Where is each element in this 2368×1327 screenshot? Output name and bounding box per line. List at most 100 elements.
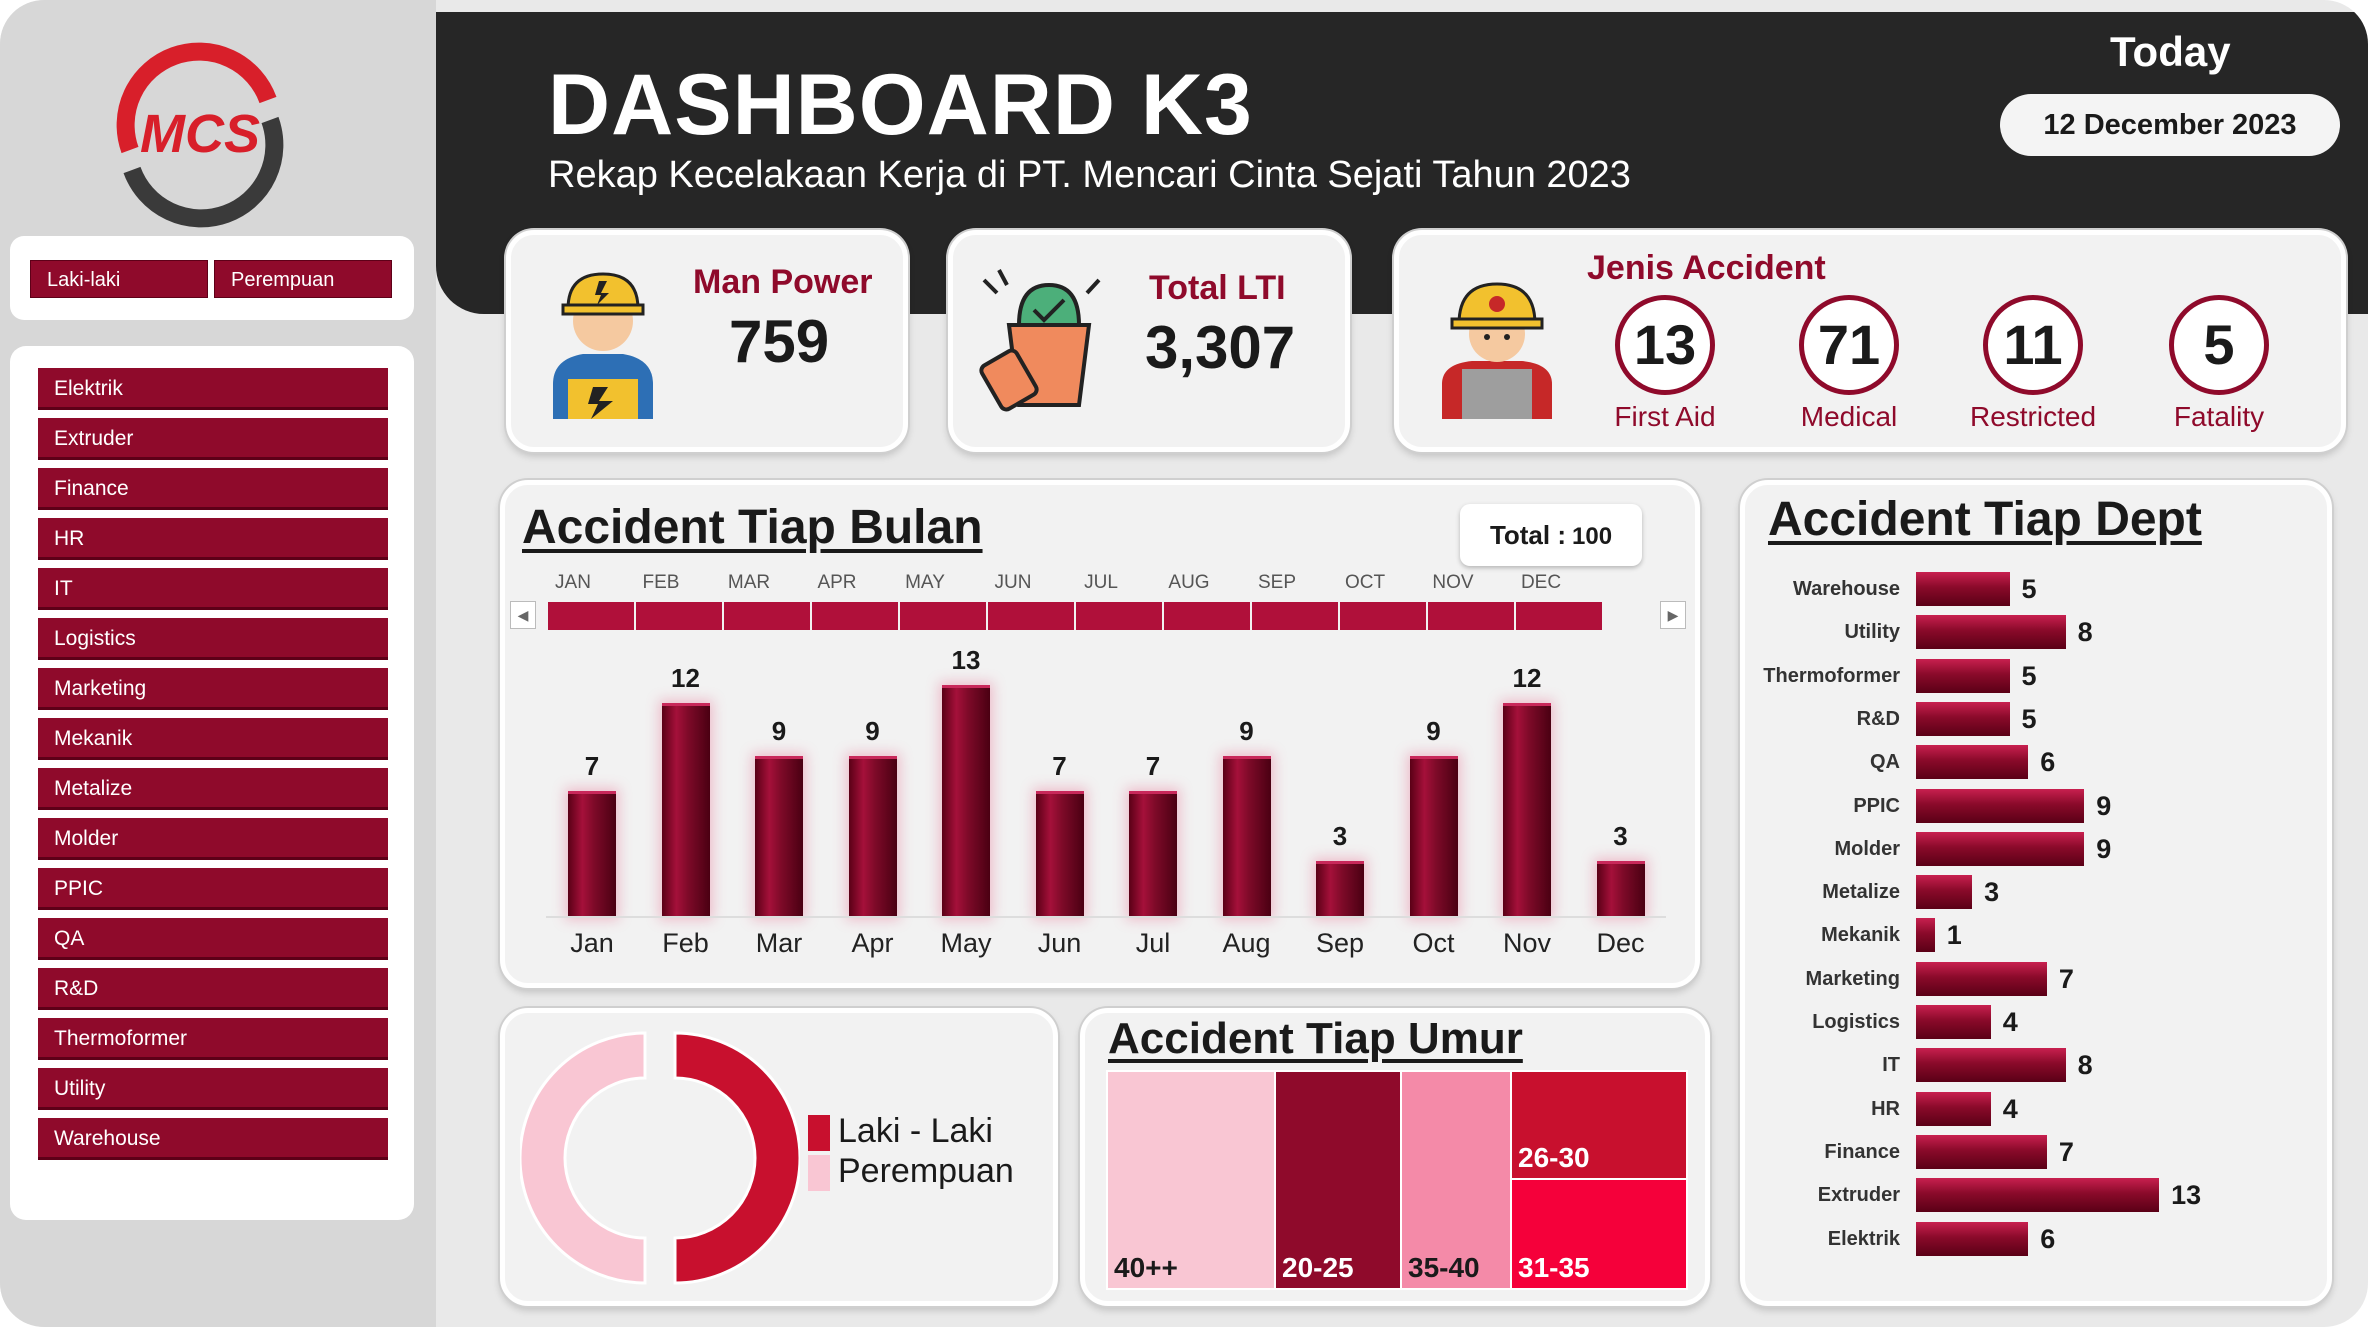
dept-bar-value: 7 [2058, 963, 2074, 994]
dept-bar-value: 4 [2002, 1007, 2018, 1037]
month-bar-jun[interactable] [1035, 790, 1084, 917]
month-bar-value: 9 [1239, 715, 1254, 746]
timeline-segment-jul[interactable] [1076, 602, 1162, 630]
month-category-label: May [940, 928, 992, 958]
month-bar-dec[interactable] [1596, 861, 1645, 917]
dept-bar-label: Molder [1834, 837, 1900, 860]
dept-item-elektrik[interactable]: Elektrik [38, 368, 388, 410]
month-bar-value: 12 [671, 663, 700, 694]
timeline-label-dec: DEC [1520, 572, 1562, 593]
timeline-segment-may[interactable] [900, 602, 986, 630]
dept-bar-qa[interactable] [1916, 745, 2029, 780]
timeline-segment-feb[interactable] [636, 602, 722, 630]
timeline-label-apr: APR [817, 572, 857, 593]
dept-bar-hr[interactable] [1916, 1091, 1991, 1126]
month-bar-jan[interactable] [568, 790, 616, 917]
slicer-laki-laki[interactable]: Laki-laki [30, 260, 208, 298]
timeline-label-oct: OCT [1344, 572, 1386, 593]
dept-bar-value: 9 [2096, 790, 2112, 821]
x-axis-line [546, 916, 1666, 918]
dept-item-mekanik[interactable]: Mekanik [38, 718, 388, 760]
month-bar-value: 7 [584, 750, 600, 781]
timeline-segment-nov[interactable] [1428, 602, 1514, 630]
dept-item-ppic[interactable]: PPIC [38, 868, 388, 910]
timeline-scroll-left[interactable]: ◀ [510, 601, 536, 629]
dept-item-hr[interactable]: HR [38, 518, 388, 560]
dept-bar-label: Finance [1824, 1140, 1900, 1163]
dept-bar-molder[interactable] [1916, 831, 2085, 866]
timeline-segment-sep[interactable] [1252, 602, 1338, 630]
dept-bar-mekanik[interactable] [1916, 918, 1935, 953]
month-category-label: Sep [1315, 928, 1365, 958]
mcs-logo: MCS [116, 42, 284, 228]
dept-bar-utility[interactable] [1916, 615, 2066, 650]
dept-bar-label: Elektrik [1827, 1227, 1900, 1250]
dept-bar-logistics[interactable] [1916, 1005, 1991, 1039]
dept-item-extruder[interactable]: Extruder [38, 418, 388, 460]
age-cell-31-35: 31-35 [1510, 1178, 1688, 1290]
dept-item-utility[interactable]: Utility [38, 1068, 388, 1110]
timeline-segment-oct[interactable] [1340, 602, 1426, 630]
dept-bar-extruder[interactable] [1916, 1178, 2160, 1213]
timeline-segment-mar[interactable] [724, 602, 810, 630]
month-bar-value: 7 [1145, 750, 1161, 781]
man-power-card: Man Power 759 [506, 230, 908, 452]
dept-bar-label: HR [1871, 1097, 1900, 1120]
month-category-label: Jul [1135, 928, 1171, 958]
dept-bar-elektrik[interactable] [1916, 1221, 2029, 1256]
legend-swatch-laki-laki [808, 1115, 830, 1152]
dept-item-it[interactable]: IT [38, 568, 388, 610]
month-category-label: Aug [1222, 928, 1271, 958]
timeline-segment-aug[interactable] [1164, 602, 1250, 630]
dept-bar-it[interactable] [1916, 1048, 2066, 1083]
month-category-label: Oct [1412, 928, 1455, 958]
month-bar-apr[interactable] [848, 755, 897, 917]
dept-bar-ppic[interactable] [1916, 788, 2085, 823]
dept-bar-metalize[interactable] [1916, 875, 1973, 910]
month-bar-nov[interactable] [1503, 703, 1551, 917]
month-bar-jul[interactable] [1129, 790, 1177, 917]
dept-item-warehouse[interactable]: Warehouse [38, 1118, 388, 1160]
month-bar-aug[interactable] [1222, 755, 1271, 917]
timeline-segment-dec[interactable] [1516, 602, 1602, 630]
timeline-segment-jan[interactable] [548, 602, 634, 630]
month-bar-may[interactable] [942, 685, 990, 917]
total-lti-card: Total LTI 3,307 [948, 230, 1350, 452]
dept-bar-finance[interactable] [1916, 1134, 2047, 1169]
dept-item-logistics[interactable]: Logistics [38, 618, 388, 660]
month-bar-value: 9 [865, 715, 880, 746]
dept-bar-value: 6 [2040, 1223, 2056, 1254]
dept-item-rnd[interactable]: R&D [38, 968, 388, 1010]
timeline-segment-apr[interactable] [812, 602, 898, 630]
dept-bar-value: 9 [2096, 833, 2112, 864]
dept-bar-warehouse[interactable] [1916, 572, 2010, 606]
dept-chart-title: Accident Tiap Dept [1768, 493, 2202, 546]
total-lti-value: 3,307 [1145, 314, 1296, 381]
medical-label: Medical [1800, 401, 1898, 432]
dept-bar-value: 1 [1946, 920, 1962, 951]
dept-bar-label: Logistics [1812, 1011, 1900, 1033]
worker-icon [553, 272, 653, 419]
dept-bar-rd[interactable] [1916, 701, 2010, 736]
dept-item-finance[interactable]: Finance [38, 468, 388, 510]
month-bar-oct[interactable] [1409, 755, 1458, 917]
dept-item-qa[interactable]: QA [38, 918, 388, 960]
month-category-label: Feb [662, 928, 709, 958]
page-subtitle: Rekap Kecelakaan Kerja di PT. Mencari Ci… [548, 154, 1631, 196]
month-bar-sep[interactable] [1316, 861, 1364, 917]
dept-bar-thermoformer[interactable] [1916, 658, 2010, 693]
donut-slice-laki-laki [673, 1031, 800, 1285]
dept-bar-value: 13 [2171, 1180, 2202, 1211]
month-category-label: Nov [1502, 928, 1551, 958]
dept-item-molder[interactable]: Molder [38, 818, 388, 860]
dept-item-metalize[interactable]: Metalize [38, 768, 388, 810]
dept-item-thermoformer[interactable]: Thermoformer [38, 1018, 388, 1060]
slicer-perempuan[interactable]: Perempuan [214, 260, 392, 298]
dept-bar-marketing[interactable] [1916, 961, 2047, 996]
dept-item-marketing[interactable]: Marketing [38, 668, 388, 710]
timeline-segment-jun[interactable] [988, 602, 1074, 630]
monthly-chart-title: Accident Tiap Bulan [522, 501, 983, 554]
month-bar-feb[interactable] [661, 703, 710, 917]
timeline-scroll-right[interactable]: ▶ [1660, 601, 1686, 629]
month-bar-mar[interactable] [755, 755, 803, 917]
